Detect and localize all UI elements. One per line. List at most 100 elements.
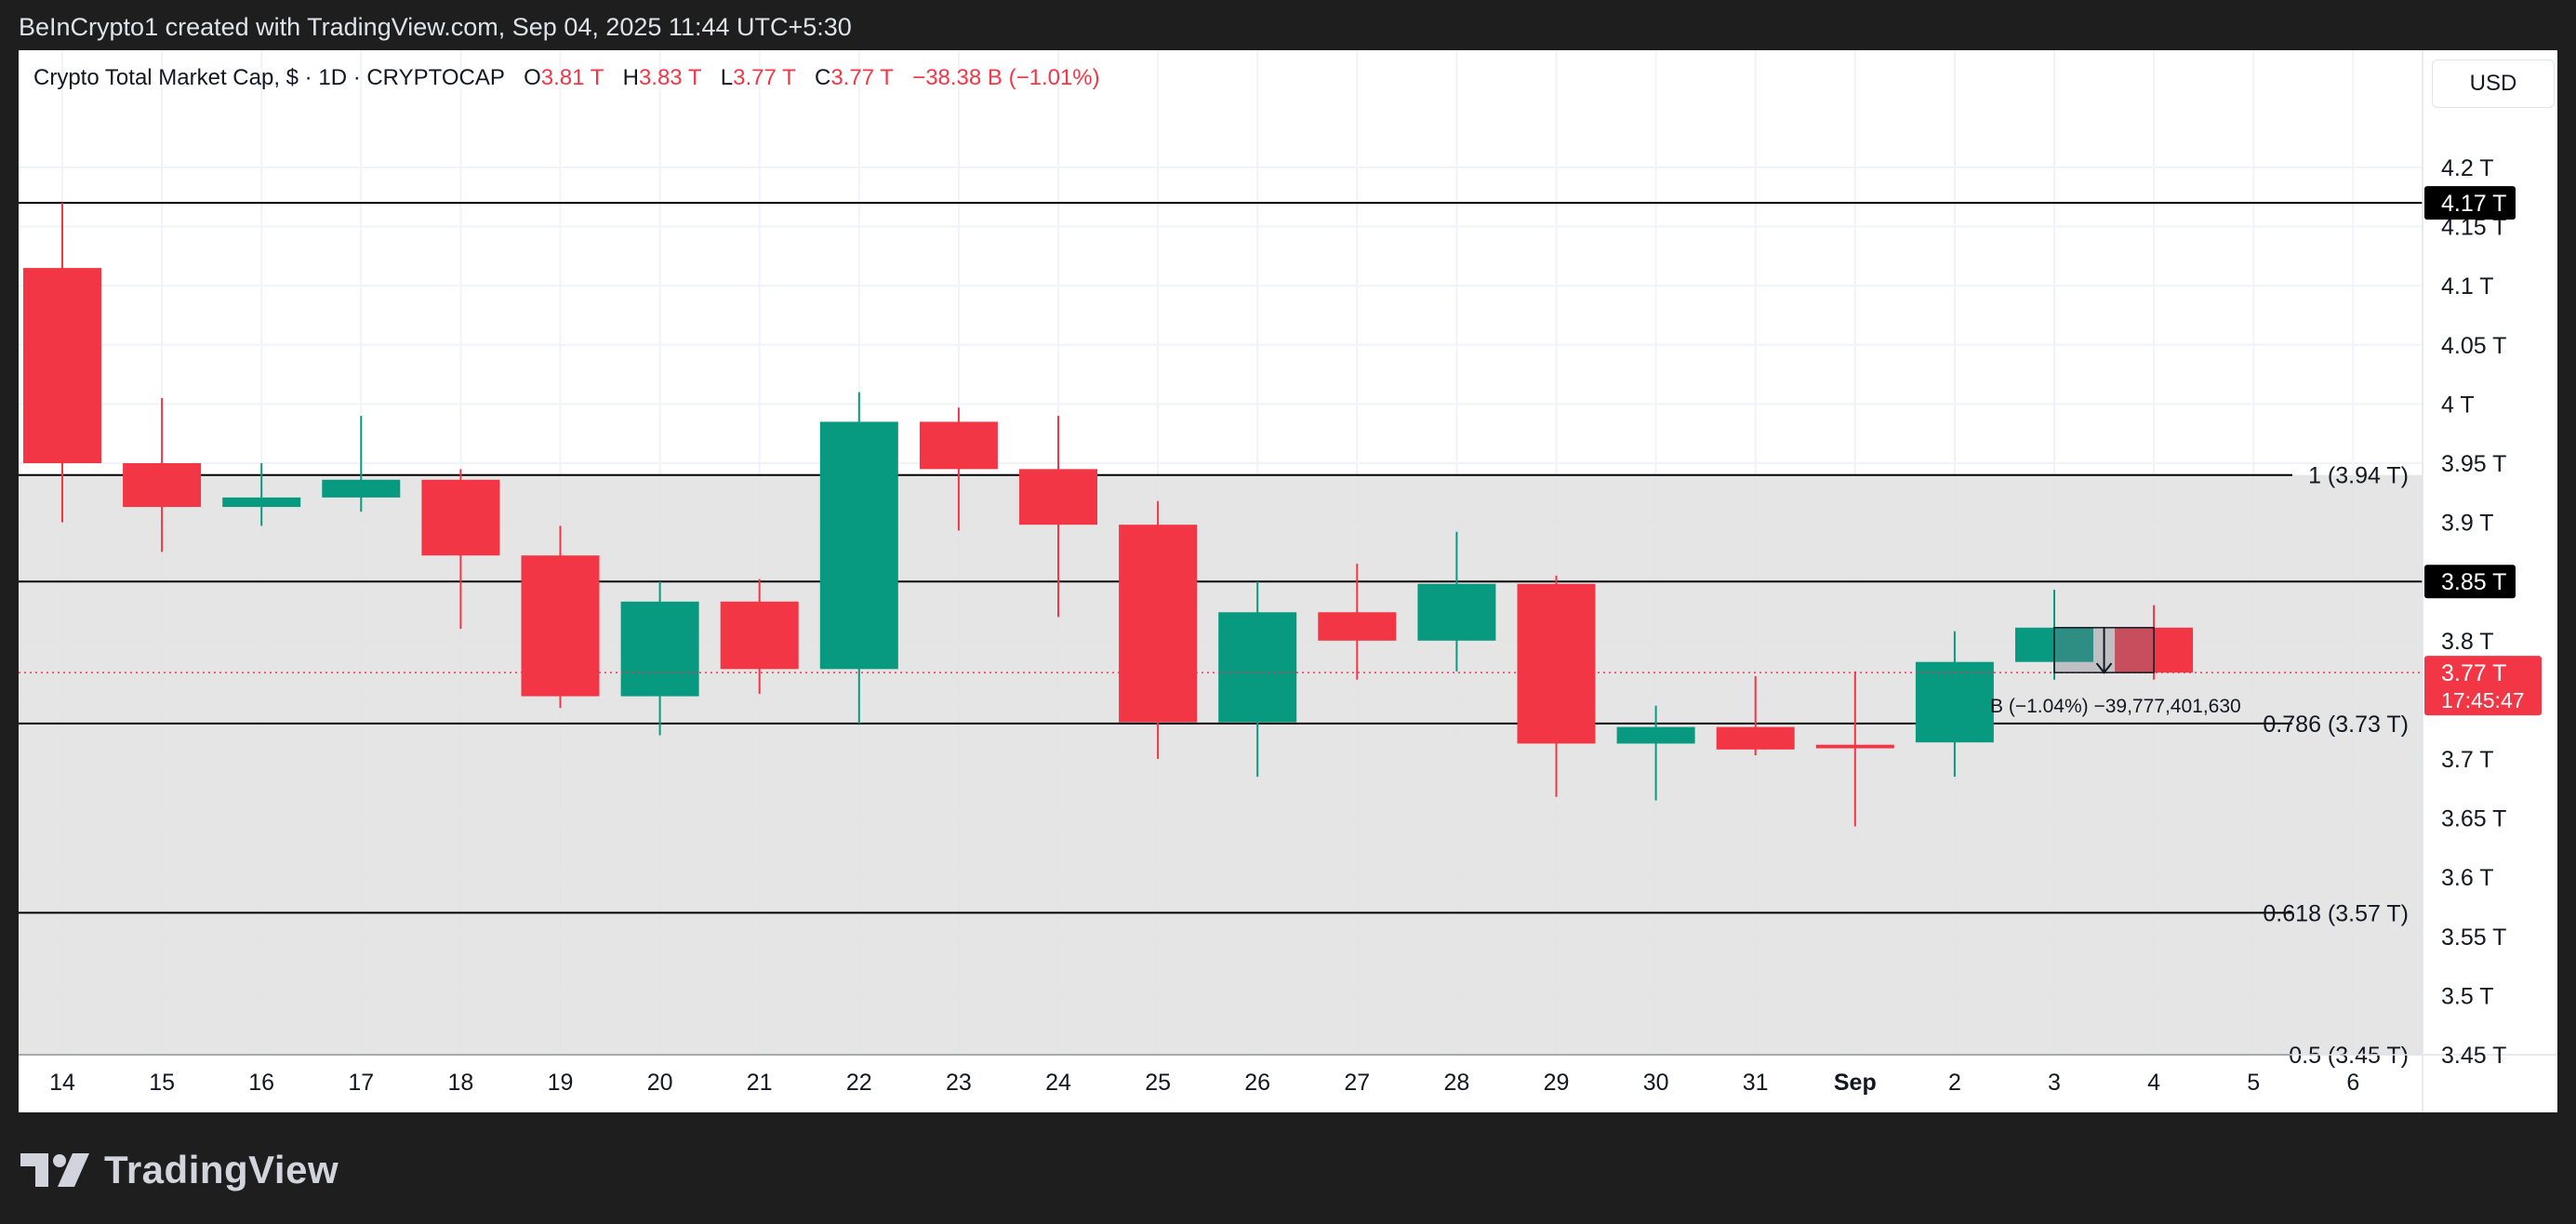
time-tick-label: 22 xyxy=(846,1070,872,1096)
time-tick-label: 16 xyxy=(248,1070,274,1096)
candle-body xyxy=(23,268,101,463)
time-tick-label: 6 xyxy=(2346,1070,2359,1096)
price-tick-label: 4 T xyxy=(2441,392,2475,418)
tradingview-logo-icon xyxy=(20,1153,89,1187)
candle-body xyxy=(222,497,301,508)
fib-retracement: 1 (3.94 T) 0.786 (3.73 T) 0.618 (3.57 T) 0.… xyxy=(19,202,2423,1069)
candle xyxy=(919,407,998,531)
candle xyxy=(1019,416,1097,618)
time-tick-label: 15 xyxy=(149,1070,175,1096)
level-tag-bg xyxy=(2424,186,2516,220)
chart-panel[interactable]: 1 (3.94 T) 0.786 (3.73 T) 0.618 (3.57 T) 0.… xyxy=(19,50,2557,1112)
open-value: 3.81 T xyxy=(540,65,604,90)
level-tag-bg xyxy=(2424,565,2516,599)
candle-body xyxy=(1915,661,1994,743)
candle-body xyxy=(322,479,401,498)
candle-body xyxy=(1119,525,1198,723)
time-tick-label: 23 xyxy=(946,1070,972,1096)
candle-body xyxy=(620,601,699,697)
candle xyxy=(1218,581,1297,778)
fib-level-label: 0.786 (3.73 T) xyxy=(2263,712,2409,738)
candle xyxy=(421,469,500,630)
price-tick-label: 3.45 T xyxy=(2441,1043,2506,1069)
candle-body xyxy=(1218,612,1297,723)
time-tick-label: 18 xyxy=(447,1070,473,1096)
candle-body xyxy=(1716,726,1795,750)
candle xyxy=(1417,531,1496,672)
change-value: −38.38 B (−1.01%) xyxy=(912,65,1100,90)
candle-body xyxy=(720,601,799,670)
candle xyxy=(620,581,699,736)
time-tick-label: 27 xyxy=(1344,1070,1370,1096)
candle-body xyxy=(421,479,500,556)
tradingview-logo: TradingView xyxy=(20,1142,339,1198)
candlestick-chart[interactable]: 1 (3.94 T) 0.786 (3.73 T) 0.618 (3.57 T) 0.… xyxy=(19,50,2557,1112)
price-tick-label: 3.7 T xyxy=(2441,747,2494,773)
fib-level-label: 1 (3.94 T) xyxy=(2308,463,2409,489)
overlays: B (−1.04%) −39,777,401,630 xyxy=(19,627,2423,717)
candle xyxy=(23,203,101,523)
chart-legend: Crypto Total Market Cap, $ · 1D · CRYPTO… xyxy=(33,65,1100,91)
time-tick-label: 5 xyxy=(2247,1070,2260,1096)
last-price-tag-label: 3.77 T xyxy=(2441,660,2506,686)
open-label: O xyxy=(524,65,541,90)
candle xyxy=(1815,671,1894,827)
time-tick-label: 2 xyxy=(1948,1070,1961,1096)
fib-zone xyxy=(19,474,2423,1056)
time-tick-label: 30 xyxy=(1643,1070,1669,1096)
measure-arrow-head xyxy=(2095,662,2113,674)
fib-level-label: 0.5 (3.45 T) xyxy=(2289,1043,2409,1069)
axes: 3.45 T3.5 T3.55 T3.6 T3.65 T3.7 T3.75 T3… xyxy=(19,50,2557,1112)
high-value: 3.83 T xyxy=(638,65,702,90)
symbol-label: Crypto Total Market Cap, $ · 1D · CRYPTO… xyxy=(33,65,505,90)
candle-body xyxy=(1318,612,1397,641)
time-tick-label: 31 xyxy=(1743,1070,1769,1096)
level-tag-label: 4.17 T xyxy=(2441,191,2506,217)
time-tick-label: 3 xyxy=(2048,1070,2061,1096)
time-tick-label: 14 xyxy=(49,1070,75,1096)
fib-level-label: 0.618 (3.57 T) xyxy=(2263,900,2409,926)
candle xyxy=(720,579,799,695)
time-tick-label: 25 xyxy=(1145,1070,1171,1096)
time-tick-label: 17 xyxy=(348,1070,374,1096)
candle xyxy=(819,392,898,724)
candle xyxy=(1517,575,1596,797)
price-tick-label: 3.55 T xyxy=(2441,925,2506,951)
candle-body xyxy=(1815,744,1894,749)
chart-caption: BeInCrypto1 created with TradingView.com… xyxy=(19,13,852,41)
candle-body xyxy=(521,555,600,697)
candle-body xyxy=(819,421,898,670)
candle-body xyxy=(1517,583,1596,744)
time-tick-label: 28 xyxy=(1443,1070,1469,1096)
level-tag-label: 3.85 T xyxy=(2441,569,2506,595)
candle xyxy=(1119,500,1198,759)
time-tick-label: 24 xyxy=(1045,1070,1071,1096)
price-tick-label: 4.1 T xyxy=(2441,273,2494,299)
last-price-tag-bg xyxy=(2424,656,2542,716)
time-tick-label: 21 xyxy=(747,1070,773,1096)
candle-body xyxy=(1616,726,1695,744)
candle xyxy=(1716,675,1795,756)
candle xyxy=(1318,564,1397,680)
currency-selector[interactable]: USD xyxy=(2432,60,2555,108)
candle xyxy=(222,463,301,526)
time-tick-label: 20 xyxy=(647,1070,673,1096)
time-tick-label: 4 xyxy=(2147,1070,2160,1096)
high-label: H xyxy=(622,65,639,90)
measure-label: B (−1.04%) −39,777,401,630 xyxy=(1990,696,2241,717)
candle-body xyxy=(1019,469,1097,526)
candle-body xyxy=(1417,583,1496,641)
candle-body xyxy=(123,463,202,508)
time-tick-label: 29 xyxy=(1544,1070,1570,1096)
price-tick-label: 3.5 T xyxy=(2441,983,2494,1009)
candle xyxy=(322,416,401,512)
close-value: 3.77 T xyxy=(830,65,894,90)
tradingview-logo-text: TradingView xyxy=(104,1148,339,1191)
price-tick-label: 3.65 T xyxy=(2441,806,2506,832)
price-tick-label: 3.9 T xyxy=(2441,511,2494,537)
candle-body xyxy=(919,421,998,470)
candle xyxy=(1915,631,1994,778)
close-label: C xyxy=(814,65,831,90)
price-tick-label: 3.95 T xyxy=(2441,451,2506,477)
candle xyxy=(123,398,202,552)
